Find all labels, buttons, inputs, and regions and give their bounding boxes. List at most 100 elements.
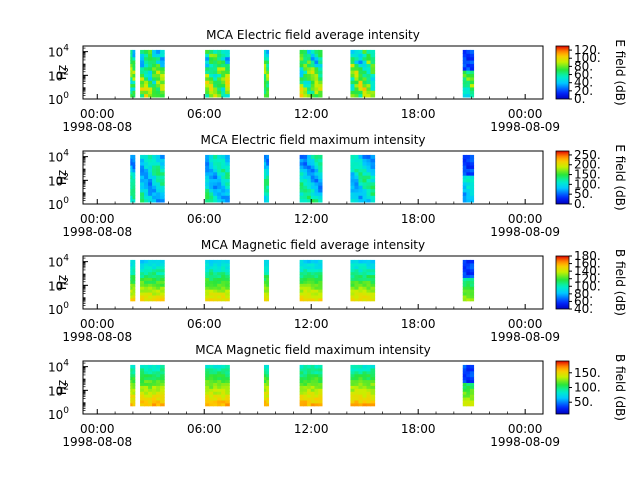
spectrogram-cell [354,370,360,375]
spectrogram-cell [205,195,210,200]
spectrogram-cell [148,379,153,383]
spectrogram-cell [217,289,222,293]
spectrogram-cell [156,367,161,372]
spectrogram-cell [156,394,161,398]
spectrogram-cell [144,268,149,273]
spectrogram-cell [469,80,475,85]
spectrogram-cell [130,195,134,200]
spectrogram-cell [266,86,270,91]
spectrogram-cell [370,195,376,200]
spectrogram-cell [366,286,372,290]
y-tick-label: 100 [48,196,69,212]
spectrogram-cell [144,391,149,395]
colorbar-tick-label: 60. [574,68,593,82]
colorbar-label: B field (dB) [613,249,627,316]
spectrogram-cell [469,76,475,81]
spectrogram-cell [156,376,161,381]
spectrogram-cell [156,370,161,375]
spectrogram-cell [156,195,161,200]
spectrogram-cell [225,373,230,378]
spectrogram-cell [132,376,136,381]
colorbar-tick-label: 100. [574,51,601,65]
spectrogram-cell [350,158,356,163]
spectrogram-cell [358,268,364,273]
spectrogram-cell [350,271,356,276]
spectrogram-cell [213,379,218,383]
spectrogram-cell [350,195,356,200]
spectrogram-cell [266,399,270,404]
spectrogram-cell [314,277,319,281]
spectrogram-cell [354,382,360,386]
spectrogram-cell [205,262,210,267]
spectrogram-cell [225,367,230,372]
spectrogram-cell [299,294,304,299]
spectrogram-cell [266,376,270,381]
spectrogram-cell [140,168,145,173]
spectrogram-cell [144,168,149,173]
spectrogram-cell [221,168,226,173]
spectrogram-cell [209,164,214,169]
spectrogram-cell [366,63,372,68]
spectrogram-cell [318,367,323,372]
spectrogram-cell [205,364,210,369]
spectrogram-cell [303,154,308,159]
spectrogram-cell [205,274,210,278]
spectrogram-cell [354,70,360,75]
spectrogram-cell [209,396,214,401]
spectrogram-cell [358,394,364,398]
spectrogram-cell [225,80,230,85]
spectrogram-cell [362,297,368,302]
spectrogram-cell [213,56,218,61]
spectrogram-cell [310,188,316,193]
spectrogram-cell [266,289,270,293]
spectrogram-cell [213,49,218,54]
spectrogram-cell [132,289,136,293]
spectrogram-cell [358,191,364,196]
spectrogram-cell [156,66,161,71]
spectrogram-cell [362,379,368,383]
spectrogram-cell [358,63,364,68]
spectrogram-cell [318,265,323,270]
spectrogram-cell [205,73,210,78]
colorbar-tick-label: 100. [574,381,601,395]
spectrogram-cell [225,90,230,95]
spectrogram-cell [469,262,475,267]
spectrogram-cell [362,385,368,389]
spectrogram-cell [462,291,467,296]
spectrogram-cell [217,402,222,407]
spectrogram-cell [130,367,134,372]
colorbar-tick-label: 50. [574,187,593,201]
spectrogram-cell [469,289,475,293]
spectrogram-cell [303,280,308,284]
spectrogram-cell [303,297,308,302]
spectrogram-cell [466,396,471,401]
spectrogram-cell [354,175,360,180]
spectrogram-cell [130,271,134,276]
spectrogram-cell [144,376,149,381]
spectrogram-cell [299,402,304,407]
spectrogram-cell [469,271,475,276]
spectrogram-cell [318,53,323,58]
spectrogram-cell [366,402,372,407]
spectrogram-cell [144,93,149,98]
spectrogram-cell [156,379,161,383]
spectrogram-cell [130,53,134,58]
spectrogram-cell [358,171,364,176]
spectrogram-cell [462,385,467,389]
spectrogram-cell [217,73,222,78]
spectrogram-cell [209,175,214,180]
spectrogram-cell [266,185,270,190]
spectrogram-cell [130,161,134,166]
spectrogram-cell [213,188,218,193]
spectrogram-cell [303,90,308,95]
spectrogram-cell [370,185,376,190]
spectrogram-cell [130,277,134,281]
colorbar-tick-label: 60. [574,294,593,308]
spectrogram-cell [358,185,364,190]
spectrogram-cell [307,80,312,85]
spectrogram-cell [263,373,267,378]
spectrogram-cell [469,373,475,378]
spectrogram-cell [217,379,222,383]
axes-frame [82,360,544,415]
spectrogram-cell [366,294,372,299]
